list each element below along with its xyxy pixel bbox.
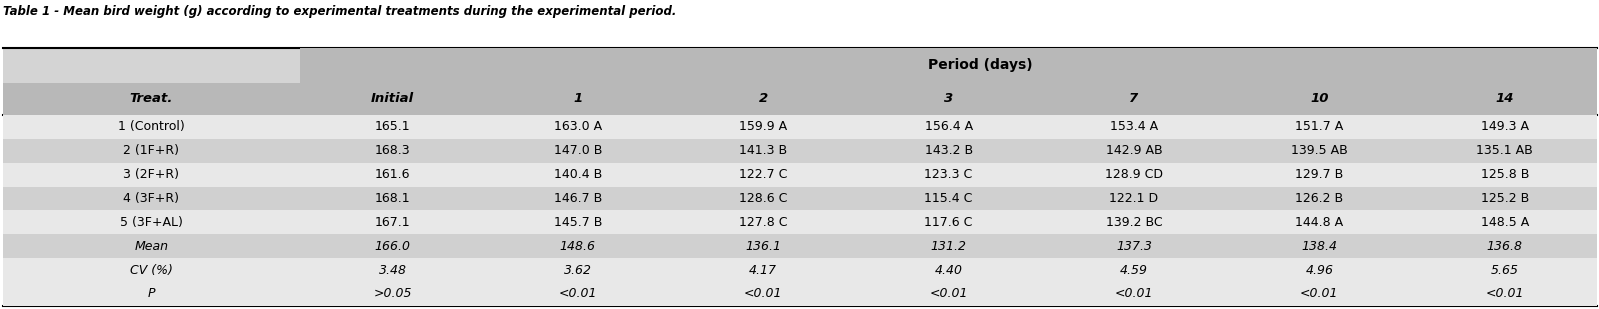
Text: 125.2 B: 125.2 B [1481,192,1529,205]
Text: 136.8: 136.8 [1487,240,1522,253]
Text: 139.5 AB: 139.5 AB [1290,144,1348,157]
Text: 148.6: 148.6 [560,240,596,253]
Text: 165.1: 165.1 [374,121,411,133]
Text: 147.0 B: 147.0 B [553,144,603,157]
Text: 3.48: 3.48 [379,264,406,277]
Text: CV (%): CV (%) [130,264,173,277]
Text: 122.1 D: 122.1 D [1110,192,1159,205]
Text: 153.4 A: 153.4 A [1110,121,1158,133]
Text: 5.65: 5.65 [1490,264,1519,277]
Text: 4.40: 4.40 [934,264,963,277]
Text: Mean: Mean [134,240,168,253]
Text: 14: 14 [1495,92,1514,105]
Text: 10: 10 [1310,92,1329,105]
Text: <0.01: <0.01 [1115,287,1153,300]
Text: Period (days): Period (days) [929,58,1033,72]
Text: 148.5 A: 148.5 A [1481,216,1529,229]
Text: 145.7 B: 145.7 B [553,216,603,229]
Text: 139.2 BC: 139.2 BC [1105,216,1162,229]
Text: 167.1: 167.1 [374,216,411,229]
Text: 136.1: 136.1 [745,240,782,253]
Text: 143.2 B: 143.2 B [924,144,972,157]
Text: 117.6 C: 117.6 C [924,216,972,229]
Text: 129.7 B: 129.7 B [1295,168,1343,181]
Text: 138.4: 138.4 [1302,240,1337,253]
Text: 140.4 B: 140.4 B [553,168,601,181]
Text: 137.3: 137.3 [1116,240,1151,253]
Text: 141.3 B: 141.3 B [739,144,787,157]
Text: 126.2 B: 126.2 B [1295,192,1343,205]
Text: >0.05: >0.05 [373,287,411,300]
Text: 156.4 A: 156.4 A [924,121,972,133]
Text: 166.0: 166.0 [374,240,411,253]
Text: 128.9 CD: 128.9 CD [1105,168,1162,181]
Text: 149.3 A: 149.3 A [1481,121,1529,133]
Text: 146.7 B: 146.7 B [553,192,601,205]
Text: 127.8 C: 127.8 C [739,216,787,229]
Text: <0.01: <0.01 [1300,287,1338,300]
Text: <0.01: <0.01 [1485,287,1524,300]
Text: Treat.: Treat. [130,92,173,105]
Text: 3.62: 3.62 [564,264,592,277]
Text: 4 (3F+R): 4 (3F+R) [123,192,179,205]
Text: 125.8 B: 125.8 B [1481,168,1529,181]
Text: 3 (2F+R): 3 (2F+R) [123,168,179,181]
Text: Initial: Initial [371,92,414,105]
Text: 135.1 AB: 135.1 AB [1476,144,1533,157]
Text: 142.9 AB: 142.9 AB [1105,144,1162,157]
Text: 168.3: 168.3 [374,144,411,157]
Text: 4.17: 4.17 [750,264,777,277]
Text: 3: 3 [943,92,953,105]
Text: 144.8 A: 144.8 A [1295,216,1343,229]
Text: 5 (3F+AL): 5 (3F+AL) [120,216,182,229]
Text: 4.96: 4.96 [1305,264,1334,277]
Text: 2: 2 [758,92,768,105]
Text: 123.3 C: 123.3 C [924,168,972,181]
Text: 122.7 C: 122.7 C [739,168,787,181]
Text: 1 (Control): 1 (Control) [118,121,185,133]
Text: 115.4 C: 115.4 C [924,192,972,205]
Text: 128.6 C: 128.6 C [739,192,787,205]
Text: 161.6: 161.6 [374,168,411,181]
Text: 168.1: 168.1 [374,192,411,205]
Text: Table 1 - Mean bird weight (g) according to experimental treatments during the e: Table 1 - Mean bird weight (g) according… [3,5,676,18]
Text: P: P [147,287,155,300]
Text: <0.01: <0.01 [744,287,782,300]
Text: 7: 7 [1129,92,1138,105]
Text: <0.01: <0.01 [929,287,967,300]
Text: 151.7 A: 151.7 A [1295,121,1343,133]
Text: <0.01: <0.01 [558,287,596,300]
Text: 2 (1F+R): 2 (1F+R) [123,144,179,157]
Text: 4.59: 4.59 [1119,264,1148,277]
Text: 163.0 A: 163.0 A [553,121,601,133]
Text: 1: 1 [572,92,582,105]
Text: 159.9 A: 159.9 A [739,121,787,133]
Text: 131.2: 131.2 [931,240,967,253]
